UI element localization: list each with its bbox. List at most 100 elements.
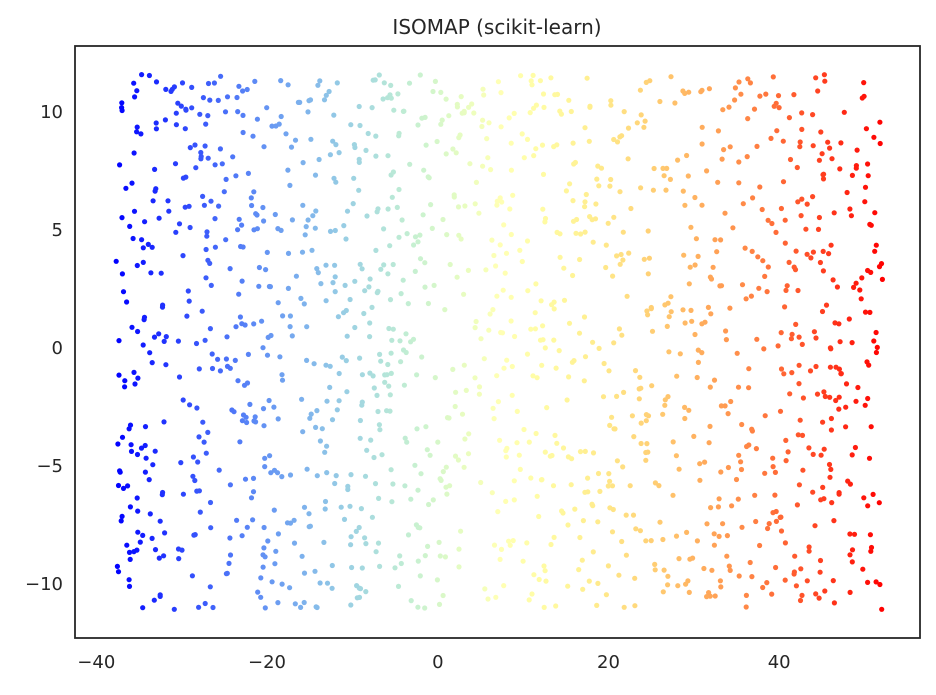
scatter-point (215, 356, 221, 362)
scatter-point (239, 321, 245, 327)
scatter-point (817, 259, 824, 266)
scatter-point (643, 457, 649, 463)
scatter-point (262, 605, 268, 611)
scatter-point (207, 584, 213, 590)
scatter-point (224, 570, 230, 576)
scatter-point (385, 361, 391, 368)
scatter-point (129, 180, 135, 186)
scatter-point (668, 74, 674, 80)
scatter-point (607, 478, 613, 484)
scatter-point (603, 242, 609, 248)
scatter-point (648, 306, 654, 312)
scatter-point (868, 222, 874, 228)
scatter-point (224, 363, 231, 369)
scatter-point (764, 289, 770, 295)
scatter-point (590, 450, 597, 456)
scatter-point (521, 426, 527, 433)
scatter-point (827, 394, 833, 400)
scatter-point (611, 340, 617, 346)
scatter-point (417, 573, 423, 579)
scatter-point (479, 123, 485, 130)
scatter-point (182, 126, 188, 132)
scatter-point (743, 296, 749, 302)
scatter-point (853, 280, 859, 286)
scatter-point (772, 492, 778, 498)
scatter-point (561, 265, 567, 271)
scatter-point (750, 195, 756, 201)
scatter-point (351, 142, 357, 148)
scatter-point (694, 374, 700, 381)
scatter-point (201, 439, 207, 445)
scatter-point (684, 529, 690, 536)
scatter-point (321, 539, 327, 546)
scatter-point (482, 586, 488, 592)
scatter-point (868, 269, 874, 275)
scatter-point (836, 491, 842, 497)
scatter-point (644, 441, 650, 447)
scatter-point (619, 332, 625, 338)
scatter-point (363, 589, 369, 595)
scatter-point (873, 349, 880, 356)
scatter-point (353, 528, 359, 535)
scatter-point (485, 155, 491, 161)
scatter-point (695, 359, 702, 365)
scatter-point (371, 385, 377, 391)
scatter-point (828, 242, 834, 248)
scatter-point (743, 604, 749, 610)
scatter-point (553, 365, 559, 371)
scatter-point (127, 556, 133, 563)
scatter-point (865, 579, 871, 586)
scatter-point (313, 424, 319, 430)
scatter-point (619, 538, 625, 545)
scatter-point (165, 198, 171, 204)
scatter-point (401, 382, 407, 388)
scatter-point (223, 237, 229, 243)
scatter-point (329, 417, 336, 423)
scatter-point (745, 116, 751, 122)
scatter-point (490, 405, 496, 411)
scatter-point (350, 201, 356, 207)
scatter-point (582, 448, 588, 454)
scatter-point (532, 326, 539, 332)
scatter-point (868, 544, 875, 551)
scatter-point (611, 214, 617, 220)
scatter-point (176, 221, 183, 227)
scatter-point (782, 217, 788, 223)
scatter-point (528, 475, 534, 481)
scatter-point (572, 159, 579, 166)
scatter-point (156, 331, 162, 337)
scatter-point (356, 103, 362, 110)
scatter-point (821, 389, 827, 395)
scatter-point (357, 355, 363, 361)
scatter-point (348, 542, 354, 548)
scatter-point (634, 120, 640, 126)
scatter-point (236, 291, 242, 297)
scatter-point (118, 518, 124, 524)
scatter-point (504, 445, 510, 451)
scatter-point (509, 363, 515, 370)
scatter-point (454, 104, 460, 110)
scatter-point (578, 231, 584, 237)
scatter-point (128, 442, 134, 448)
scatter-point (237, 439, 243, 445)
scatter-point (662, 397, 668, 403)
scatter-point (638, 420, 644, 426)
scatter-point (480, 86, 486, 92)
scatter-point (524, 540, 530, 546)
scatter-point (134, 88, 140, 94)
scatter-point (532, 310, 538, 316)
scatter-point (524, 136, 531, 142)
scatter-point (827, 364, 834, 370)
scatter-point (124, 542, 130, 548)
scatter-point (153, 79, 160, 85)
scatter-point (633, 526, 639, 532)
scatter-point (827, 474, 833, 480)
scatter-point (279, 581, 285, 587)
scatter-point (273, 123, 279, 129)
scatter-point (556, 348, 562, 354)
scatter-point (377, 427, 383, 433)
scatter-point (816, 157, 823, 163)
scatter-point (778, 528, 785, 534)
scatter-point (817, 557, 824, 564)
scatter-point (715, 504, 722, 510)
